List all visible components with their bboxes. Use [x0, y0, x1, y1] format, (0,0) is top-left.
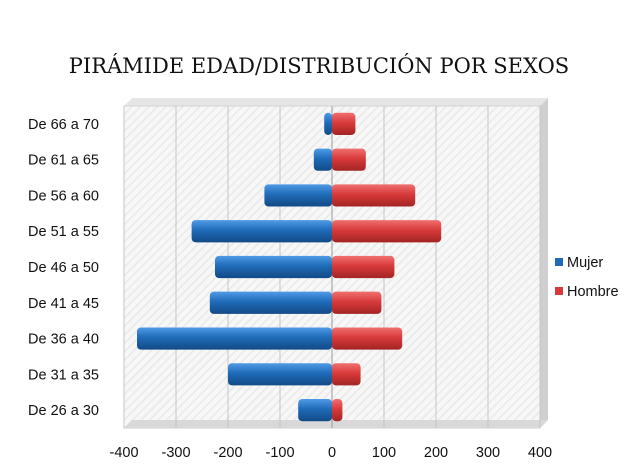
bar-hombre-de-31-a-35 [332, 363, 361, 386]
bar-mujer-de-46-a-50 [215, 255, 332, 279]
bar-hombre-de-61-a-65 [332, 148, 366, 171]
x-tick-label-8: 400 [528, 445, 552, 461]
plot-floor [124, 420, 548, 428]
legend-item-hombre: Hombre [555, 284, 619, 300]
y-tick-label-de-66-a-70: De 66 a 70 [28, 117, 99, 133]
plot-side-wall [540, 98, 548, 428]
legend-item-mujer: Mujer [555, 255, 603, 271]
x-tick-label-1: -300 [161, 445, 190, 461]
x-tick-label-5: 100 [372, 445, 396, 461]
y-tick-label-de-56-a-60: De 56 a 60 [28, 188, 99, 204]
bar-mujer-de-56-a-60 [264, 184, 332, 207]
bar-mujer-de-66-a-70 [324, 112, 332, 135]
y-tick-label-de-36-a-40: De 36 a 40 [28, 332, 99, 348]
bars [137, 112, 442, 422]
legend-label-hombre: Hombre [567, 284, 619, 300]
bar-hombre-de-46-a-50 [332, 255, 395, 279]
legend-swatch-mujer [555, 258, 563, 266]
bar-mujer-de-36-a-40 [137, 327, 332, 350]
bar-mujer-de-61-a-65 [313, 148, 332, 171]
bar-hombre-de-36-a-40 [332, 327, 403, 350]
bar-mujer-de-51-a-55 [191, 220, 332, 243]
y-tick-label-de-31-a-35: De 31 a 35 [28, 367, 99, 383]
bar-hombre-de-26-a-30 [332, 399, 343, 422]
bar-hombre-de-41-a-45 [332, 291, 382, 314]
bar-hombre-de-56-a-60 [332, 184, 416, 207]
x-tick-label-7: 300 [476, 445, 500, 461]
y-tick-label-de-61-a-65: De 61 a 65 [28, 153, 99, 169]
legend: Mujer Hombre [555, 255, 619, 300]
y-tick-label-de-26-a-30: De 26 a 30 [28, 403, 99, 419]
legend-label-mujer: Mujer [567, 255, 603, 271]
x-axis-labels: -400 -300 -200 -100 0 100 200 300 400 [109, 445, 552, 461]
plot-back-wall [124, 98, 548, 106]
bar-mujer-de-26-a-30 [298, 399, 332, 422]
x-tick-label-3: -100 [265, 445, 294, 461]
x-tick-label-2: -200 [213, 445, 242, 461]
chart-title: PIRÁMIDE EDAD/DISTRIBUCIÓN POR SEXOS [69, 53, 569, 78]
y-axis-labels: De 26 a 30 De 31 a 35 De 36 a 40 De 41 a 45… [28, 117, 99, 419]
y-tick-label-de-46-a-50: De 46 a 50 [28, 260, 99, 276]
x-tick-label-4: 0 [328, 445, 336, 461]
y-tick-label-de-51-a-55: De 51 a 55 [28, 224, 99, 240]
bar-mujer-de-31-a-35 [228, 363, 332, 386]
bar-hombre-de-51-a-55 [332, 220, 442, 243]
bar-mujer-de-41-a-45 [209, 291, 332, 314]
x-tick-label-0: -400 [109, 445, 138, 461]
legend-swatch-hombre [555, 287, 563, 295]
x-tick-label-6: 200 [424, 445, 448, 461]
y-tick-label-de-41-a-45: De 41 a 45 [28, 296, 99, 312]
bar-hombre-de-66-a-70 [332, 112, 356, 135]
